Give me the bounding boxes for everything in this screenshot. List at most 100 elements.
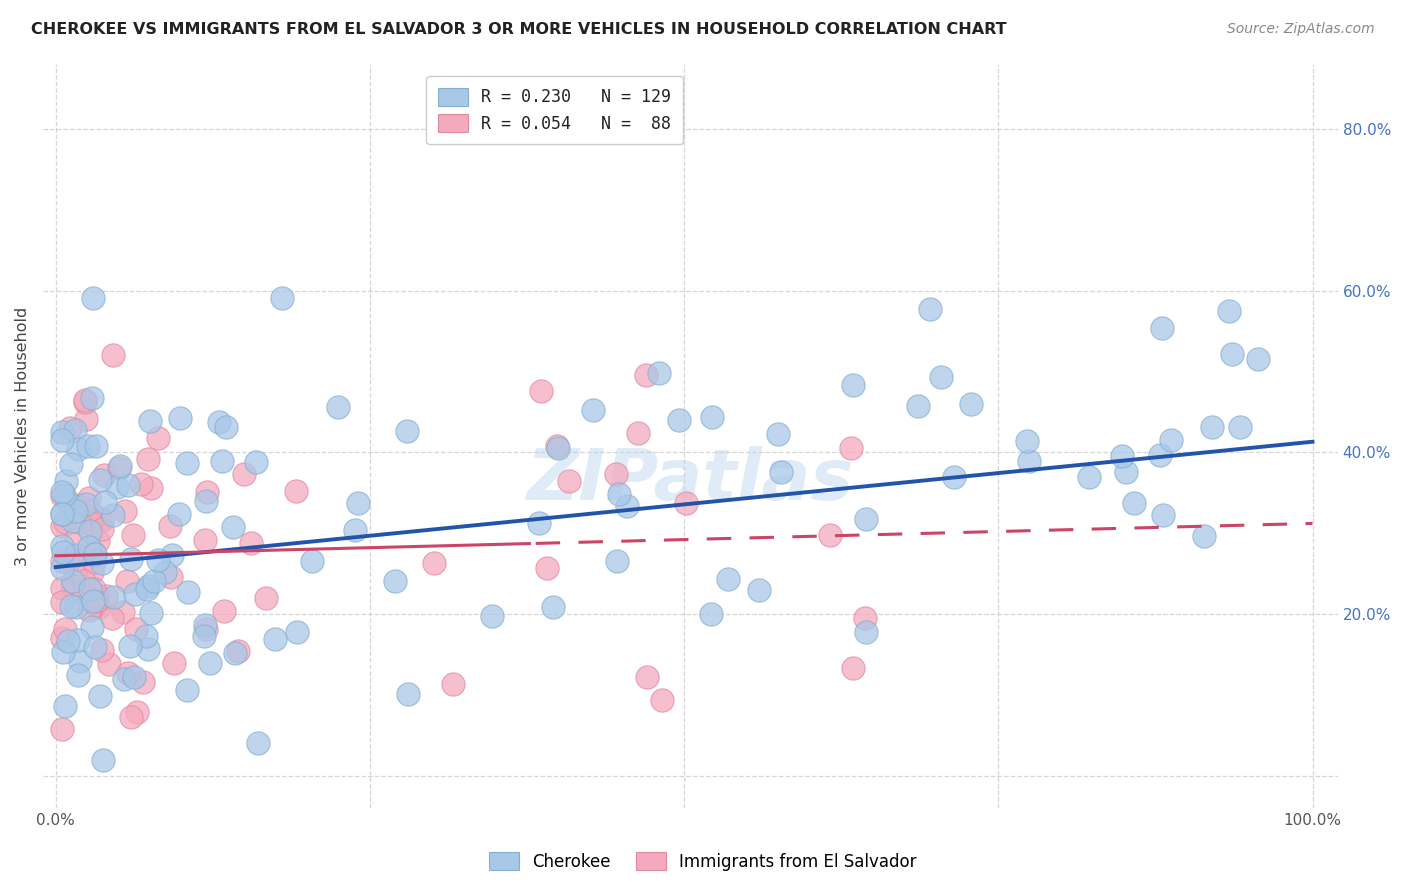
Point [136, 642, 159, 657]
Point [159, 519, 181, 533]
Point [208, 415, 231, 429]
Point [66, 442, 89, 457]
Point [51, 508, 73, 522]
Legend: Cherokee, Immigrants from El Salvador: Cherokee, Immigrants from El Salvador [481, 844, 925, 880]
Point [959, 397, 981, 411]
Point [582, 403, 605, 417]
Point [200, 657, 222, 671]
Point [136, 452, 159, 467]
Point [60, 579, 83, 593]
Point [648, 366, 671, 380]
Point [700, 607, 723, 621]
Point [51, 631, 73, 645]
Point [527, 516, 550, 530]
Point [69, 654, 91, 668]
Point [117, 665, 139, 680]
Point [233, 467, 256, 481]
Point [245, 455, 267, 469]
Point [246, 736, 269, 750]
Point [89, 510, 111, 524]
Point [254, 591, 277, 605]
Point [668, 413, 690, 427]
Point [91, 643, 114, 657]
Point [541, 600, 564, 615]
Y-axis label: 3 or more Vehicles in Household: 3 or more Vehicles in Household [15, 307, 30, 566]
Point [91, 513, 114, 527]
Point [73, 574, 96, 588]
Point [748, 582, 770, 597]
Point [51, 507, 73, 521]
Point [67, 515, 90, 529]
Point [51, 425, 73, 439]
Point [396, 687, 419, 701]
Point [65, 548, 87, 562]
Point [91, 522, 114, 536]
Point [651, 692, 673, 706]
Point [129, 477, 152, 491]
Point [163, 657, 186, 671]
Point [918, 301, 941, 316]
Point [1229, 419, 1251, 434]
Point [215, 420, 238, 434]
Point [82, 594, 104, 608]
Point [82, 620, 104, 634]
Point [176, 456, 198, 470]
Point [90, 556, 112, 570]
Point [75, 497, 97, 511]
Point [83, 582, 105, 597]
Point [79, 582, 101, 596]
Point [62, 574, 84, 589]
Point [842, 661, 865, 675]
Point [77, 491, 100, 506]
Point [264, 632, 287, 646]
Point [73, 395, 96, 409]
Point [84, 593, 107, 607]
Point [89, 689, 111, 703]
Point [1152, 320, 1174, 334]
Point [240, 536, 263, 550]
Point [115, 574, 138, 588]
Point [195, 484, 218, 499]
Point [51, 561, 73, 575]
Point [853, 610, 876, 624]
Point [1152, 508, 1174, 523]
Point [546, 439, 568, 453]
Point [212, 604, 235, 618]
Point [627, 426, 650, 441]
Point [139, 481, 162, 495]
Point [51, 539, 73, 553]
Point [87, 533, 110, 548]
Point [536, 561, 558, 575]
Point [114, 672, 136, 686]
Point [83, 555, 105, 569]
Point [124, 670, 146, 684]
Point [75, 412, 97, 426]
Point [193, 618, 215, 632]
Point [53, 698, 76, 713]
Point [51, 595, 73, 609]
Point [56, 633, 79, 648]
Point [271, 291, 294, 305]
Point [60, 457, 83, 471]
Point [108, 458, 131, 473]
Point [105, 479, 128, 493]
Point [59, 421, 82, 435]
Point [142, 574, 165, 588]
Point [285, 624, 308, 639]
Point [1201, 419, 1223, 434]
Point [132, 674, 155, 689]
Point [51, 434, 73, 448]
Point [58, 555, 80, 569]
Point [103, 590, 125, 604]
Text: ZIPatlas: ZIPatlas [527, 446, 853, 516]
Point [53, 515, 76, 529]
Legend: R = 0.230   N = 129, R = 0.054   N =  88: R = 0.230 N = 129, R = 0.054 N = 88 [426, 76, 683, 145]
Point [530, 384, 553, 398]
Point [768, 426, 790, 441]
Point [146, 553, 169, 567]
Point [616, 499, 638, 513]
Point [855, 512, 877, 526]
Point [103, 348, 125, 362]
Point [52, 545, 75, 559]
Point [124, 622, 146, 636]
